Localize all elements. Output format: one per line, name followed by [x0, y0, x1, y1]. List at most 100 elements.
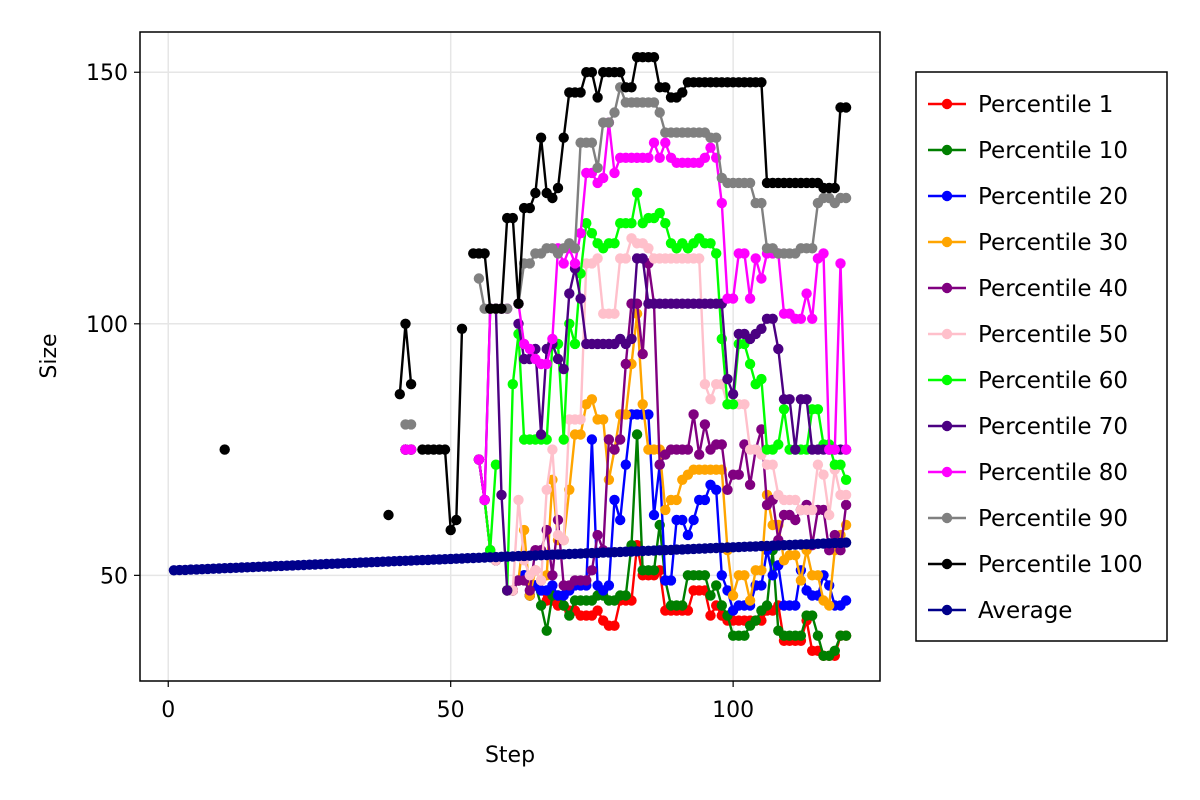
data-point — [711, 132, 722, 143]
data-point — [524, 258, 535, 269]
y-tick-label: 100 — [86, 313, 128, 338]
data-point — [767, 313, 778, 324]
x-axis-title: Step — [485, 743, 535, 768]
legend-label: Average — [978, 598, 1072, 624]
data-point — [812, 570, 824, 581]
series-line — [517, 86, 847, 304]
data-point — [835, 545, 846, 556]
data-point — [473, 454, 485, 465]
data-point — [840, 444, 852, 455]
data-point — [598, 172, 609, 184]
legend-marker — [941, 144, 953, 156]
data-point — [513, 298, 524, 309]
data-point — [711, 580, 722, 591]
data-point — [547, 570, 558, 581]
data-point — [648, 509, 660, 521]
data-point — [586, 228, 598, 239]
data-point — [541, 358, 552, 370]
plot-frame — [139, 31, 881, 682]
data-point — [677, 514, 688, 526]
legend-item-percentile-20: Percentile 20 — [928, 184, 1128, 210]
data-point — [722, 373, 733, 385]
data-point — [756, 565, 767, 576]
legend-item-average: Average — [928, 598, 1072, 624]
data-point — [552, 353, 564, 365]
legend-marker — [941, 236, 953, 248]
data-point — [603, 474, 615, 485]
data-point — [569, 243, 581, 254]
y-tick-labels: 50 100 150 — [86, 61, 140, 589]
series-percentile-80 — [400, 117, 852, 506]
data-point — [547, 444, 558, 455]
y-tick-label: 50 — [100, 564, 128, 589]
data-point — [801, 394, 812, 405]
data-point — [744, 293, 756, 304]
data-point — [699, 494, 711, 506]
data-point — [756, 323, 767, 334]
data-point — [840, 595, 852, 606]
data-point — [773, 343, 784, 355]
data-point — [756, 197, 767, 209]
data-point — [682, 444, 694, 455]
data-point — [739, 630, 750, 641]
data-point — [750, 615, 761, 626]
data-point — [620, 459, 631, 470]
data-point — [727, 293, 739, 304]
legend-marker — [941, 282, 953, 294]
y-axis-title: Size — [37, 333, 62, 378]
series-line — [422, 328, 464, 532]
data-point — [631, 187, 643, 199]
legend-item-percentile-80: Percentile 80 — [928, 460, 1128, 486]
data-point — [705, 610, 716, 621]
x-tick-labels: 0 50 100 — [161, 681, 754, 723]
data-point — [631, 429, 643, 440]
data-point — [558, 363, 569, 375]
grid-lines — [140, 32, 880, 681]
data-point — [609, 494, 620, 506]
data-point — [394, 389, 405, 400]
data-point — [530, 187, 541, 199]
legend-marker — [941, 558, 953, 570]
data-point — [615, 514, 626, 526]
data-point — [626, 82, 637, 93]
data-point — [767, 459, 778, 470]
data-point — [558, 534, 569, 546]
data-point — [530, 565, 541, 576]
data-point — [535, 429, 547, 440]
data-point — [648, 97, 660, 108]
data-point — [716, 197, 727, 209]
data-point — [840, 499, 852, 511]
data-point — [727, 399, 739, 410]
data-point — [581, 218, 592, 229]
data-point — [790, 494, 801, 506]
data-point — [790, 550, 801, 561]
data-point — [535, 600, 547, 611]
data-point — [586, 137, 598, 148]
data-point — [547, 580, 558, 591]
data-point — [756, 373, 767, 385]
data-point — [705, 590, 716, 601]
data-point — [405, 379, 417, 390]
legend: Percentile 1 Percentile 10 Percentile 20 Pe… — [915, 71, 1168, 642]
data-point — [581, 575, 592, 586]
series-percentile-100 — [219, 52, 852, 536]
data-point — [790, 600, 801, 611]
data-point — [586, 565, 598, 576]
data-point — [812, 459, 824, 470]
data-point — [835, 459, 846, 470]
data-point — [569, 258, 581, 269]
data-point — [750, 253, 761, 264]
data-point — [660, 137, 671, 148]
data-point — [739, 399, 750, 410]
x-tick-label: 0 — [161, 698, 175, 723]
legend-marker — [941, 512, 953, 524]
legend-label: Percentile 100 — [978, 552, 1143, 578]
data-point — [552, 182, 564, 194]
data-point — [592, 162, 603, 173]
data-point — [671, 494, 682, 506]
data-point — [547, 333, 558, 345]
data-point — [648, 137, 660, 148]
data-point — [615, 434, 626, 445]
data-point — [575, 429, 586, 440]
data-point — [586, 67, 598, 78]
